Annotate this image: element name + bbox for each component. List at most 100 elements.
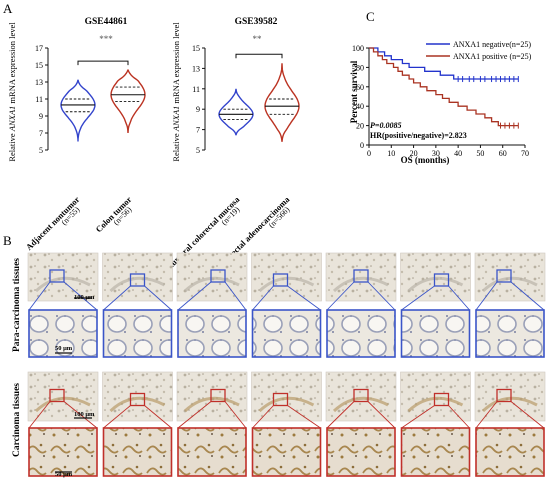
zoom-connector <box>510 281 545 311</box>
violin-ylabel: Relative ANXA1 mRNA expression level <box>171 22 181 162</box>
tissue-fold <box>258 396 315 413</box>
legend-entry: ANXA1 positive (n=25) <box>453 52 532 61</box>
x-tick-label: 0 <box>367 149 371 158</box>
zoom-box <box>210 269 226 283</box>
zoom-box <box>433 273 450 287</box>
tissue-fold <box>407 276 464 293</box>
zoom-connector <box>63 401 98 429</box>
zoom-connector <box>401 405 435 429</box>
p-value: P=0.0085 <box>370 121 401 130</box>
y-tick-label: 60 <box>356 83 364 92</box>
y-tick-label: 7 <box>196 126 200 135</box>
y-tick-label: 9 <box>39 112 43 121</box>
tissue-fold <box>183 276 240 293</box>
zoom-box <box>49 388 65 403</box>
carcinoma-high-mag-image <box>475 427 545 477</box>
carcinoma-low-mag-image <box>102 371 173 422</box>
zoom-connector <box>287 405 321 429</box>
carcinoma-low-mag-image <box>251 371 322 422</box>
carcinoma-low-mag-image <box>400 371 471 422</box>
para-high-mag-image <box>400 309 471 358</box>
histology-panels: Para-carcinoma tissues Carcinoma tissues… <box>12 252 546 478</box>
x-tick-label: 50 <box>476 149 484 158</box>
para-high-mag-image <box>177 309 247 358</box>
x-tick-label: 70 <box>521 149 529 158</box>
y-tick-label: 5 <box>196 146 200 155</box>
violin-title: GSE44861 <box>85 17 128 27</box>
survival-chart: Percent survival OS (months) 0 10 20 30 40 50… <box>349 40 532 165</box>
para-high-mag-image <box>251 309 322 358</box>
zoom-connector <box>475 401 498 429</box>
carcinoma-high-mag-image <box>251 427 322 477</box>
violin-title: GSE39582 <box>235 17 278 27</box>
carcinoma-high-mag-image <box>102 427 173 477</box>
y-tick-label: 40 <box>356 102 364 111</box>
para-high-mag-image <box>102 309 173 358</box>
zoom-connector <box>448 405 470 429</box>
significance-mark: ** <box>253 34 263 44</box>
y-tick-label: 5 <box>39 146 43 155</box>
tissue-fold <box>34 396 91 413</box>
significance-bracket <box>235 53 283 59</box>
tissue-fold <box>407 396 464 413</box>
para-high-mag-image <box>28 309 98 358</box>
carcinoma-low-mag-image <box>325 371 397 422</box>
y-tick-label: 20 <box>356 122 364 131</box>
y-tick-label: 80 <box>356 63 364 72</box>
violin-ylabel: Relative ANXA1 mRNA expression level <box>7 22 17 162</box>
y-tick-label: 100 <box>352 44 364 53</box>
panel-label-b: B <box>3 233 12 248</box>
zoom-box <box>353 269 369 283</box>
y-tick-label: 9 <box>196 105 200 114</box>
para-high-mag-image <box>475 309 545 358</box>
zoom-box <box>272 273 289 287</box>
zoom-connector <box>448 285 470 311</box>
zoom-connector <box>144 405 172 429</box>
carcinoma-low-mag-image <box>176 371 248 422</box>
carcinoma-high-mag-image <box>28 427 98 477</box>
zoom-connector <box>177 401 212 429</box>
zoom-connector <box>367 401 396 429</box>
zoom-connector <box>224 401 247 429</box>
zoom-box <box>49 269 65 283</box>
y-tick-label: 13 <box>192 64 200 73</box>
y-tick-label: 11 <box>192 85 200 94</box>
zoom-box <box>353 388 369 403</box>
violin-chart-gse44861: GSE44861 Relative ANXA1 mRNA expression … <box>7 17 146 252</box>
carcinoma-high-mag-image <box>400 427 471 477</box>
zoom-connector <box>252 285 274 311</box>
para-high-mag-image <box>326 309 396 358</box>
x-tick-label: 60 <box>499 149 507 158</box>
survival-curve-1 <box>369 47 519 127</box>
tissue-fold <box>258 276 315 293</box>
carcinoma-low-mag-image <box>27 371 99 422</box>
survival-curve-0 <box>369 47 519 80</box>
tissue-fold <box>481 396 538 413</box>
tissue-fold <box>481 276 538 293</box>
survival-legend: ANXA1 negative(n=25) ANXA1 positive (n=2… <box>426 40 532 61</box>
zoom-connector <box>103 405 131 429</box>
y-tick-label: 15 <box>35 61 43 70</box>
significance-mark: *** <box>99 34 113 44</box>
zoom-connector <box>326 281 355 311</box>
hazard-ratio: HR(positive/negative)=2.823 <box>370 131 467 140</box>
zoom-connector <box>103 285 131 311</box>
x-tick-label: 20 <box>410 149 418 158</box>
y-tick-label: 11 <box>35 95 43 104</box>
zoom-connector <box>475 281 498 311</box>
scale-label-high-carcinoma: 50 μm <box>55 471 73 478</box>
group-label: Adjacent nontumor <box>24 194 82 252</box>
x-tick-label: 40 <box>454 149 462 158</box>
zoom-connector <box>28 401 51 429</box>
zoom-connector <box>367 281 396 311</box>
zoom-connector <box>287 285 321 311</box>
panel-label-c: C <box>366 9 375 24</box>
significance-bracket <box>77 60 129 66</box>
zoom-box <box>129 392 146 407</box>
scale-label-low-carcinoma: 100 μm <box>74 411 95 418</box>
violin-shape <box>110 69 146 134</box>
tissue-fold <box>332 276 389 293</box>
scale-label-high-para: 50 μm <box>55 345 73 352</box>
panel-label-a: A <box>3 1 13 16</box>
